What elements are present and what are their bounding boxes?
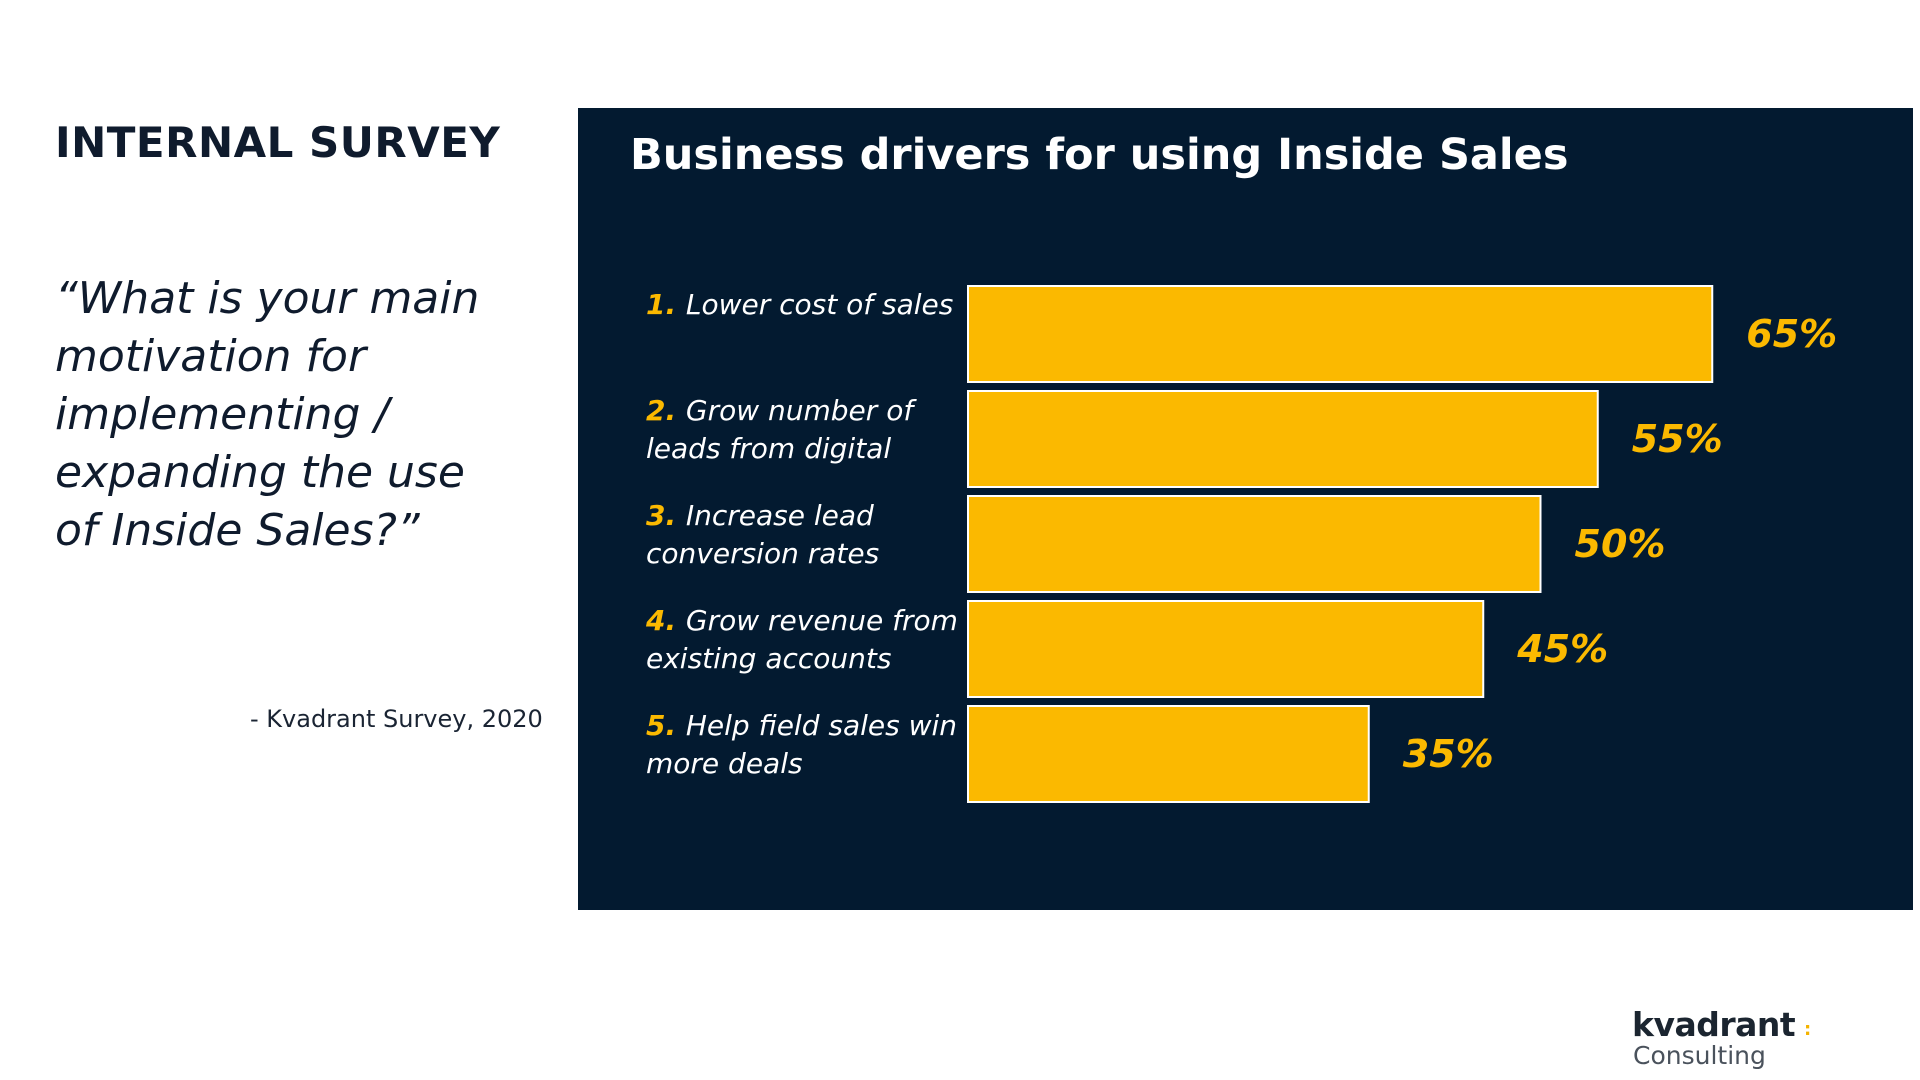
bar-3 xyxy=(967,495,1542,593)
value-label-3: 50% xyxy=(1575,522,1666,566)
chart-title: Business drivers for using Inside Sales xyxy=(630,130,1569,180)
category-number-4: 4. xyxy=(645,604,686,637)
bar-2 xyxy=(967,390,1599,488)
logo-accent-dot: : xyxy=(1804,1019,1812,1040)
category-label-5: 5. Help field sales win xyxy=(646,709,957,742)
value-label-5: 35% xyxy=(1403,732,1494,776)
survey-source: - Kvadrant Survey, 2020 xyxy=(250,705,543,733)
category-label-5-line-2: more deals xyxy=(646,747,803,780)
category-label-2-line-2: leads from digital xyxy=(646,432,891,465)
category-label-4-line-2: existing accounts xyxy=(646,642,891,675)
category-number-3: 3. xyxy=(646,499,686,532)
category-number-2: 2. xyxy=(646,394,686,427)
value-label-1: 65% xyxy=(1746,312,1837,356)
category-label-3: 3. Increase lead xyxy=(646,499,874,532)
category-text-5: Help field sales win xyxy=(686,709,957,742)
kvadrant-logo: kvadrant : Consulting xyxy=(1632,1005,1832,1070)
slide-heading: INTERNAL SURVEY xyxy=(55,118,501,167)
chart-panel: Business drivers for using Inside Sales … xyxy=(578,108,1913,910)
category-text-1: Lower cost of sales xyxy=(686,288,954,321)
bar-4 xyxy=(967,600,1485,698)
logo-subtitle: Consulting xyxy=(1633,1041,1766,1070)
category-label-3-line-2: conversion rates xyxy=(646,537,879,570)
survey-question: “What is your main motivation for implem… xyxy=(55,273,480,556)
category-number-1: 1. xyxy=(646,288,686,321)
bar-chart: 65% 1. Lower cost of sales 55% 2. Grow numb… xyxy=(645,285,1837,803)
value-label-4: 45% xyxy=(1516,627,1608,671)
bar-1 xyxy=(967,285,1714,383)
category-text-4: Grow revenue from xyxy=(686,604,958,637)
category-text-3: Increase lead xyxy=(686,499,874,532)
logo-wordmark: kvadrant xyxy=(1632,1005,1796,1044)
value-label-2: 55% xyxy=(1632,417,1723,461)
category-label-4: 4. Grow revenue from xyxy=(645,604,958,637)
category-label-1: 1. Lower cost of sales xyxy=(646,288,953,321)
category-number-5: 5. xyxy=(646,709,686,742)
category-label-2: 2. Grow number of xyxy=(646,394,917,427)
bar-5 xyxy=(967,705,1370,803)
category-text-2: Grow number of xyxy=(686,394,917,427)
